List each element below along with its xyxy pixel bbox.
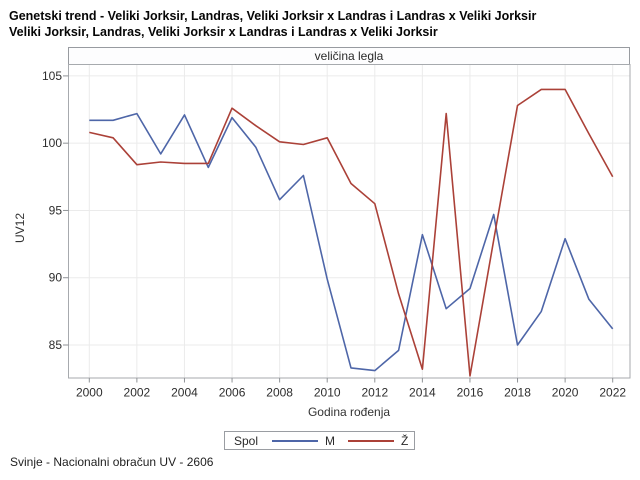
legend-line-swatch bbox=[272, 439, 319, 442]
y-tick-label: 90 bbox=[49, 271, 63, 285]
plot-wall bbox=[68, 64, 630, 378]
x-tick-label: 2022 bbox=[599, 386, 626, 400]
x-tick-label: 2006 bbox=[219, 386, 246, 400]
chart-title-line1: Genetski trend - Veliki Jorksir, Landras… bbox=[9, 9, 537, 23]
x-tick-label: 2014 bbox=[409, 386, 436, 400]
x-tick-label: 2018 bbox=[504, 386, 531, 400]
legend-line-swatch bbox=[348, 439, 395, 442]
series-line-Ž bbox=[89, 88, 614, 377]
legend-title: Spol bbox=[234, 433, 259, 448]
legend-item-label: M bbox=[325, 433, 336, 448]
panel-header-label: veličina legla bbox=[314, 49, 384, 63]
x-tick-label: 2020 bbox=[552, 386, 579, 400]
y-tick-label: 95 bbox=[49, 203, 63, 217]
x-tick-label: 2002 bbox=[124, 386, 151, 400]
y-axis-title: UV12 bbox=[13, 212, 27, 243]
legend-item-label: Ž bbox=[401, 433, 409, 448]
x-tick-label: 2016 bbox=[457, 386, 484, 400]
x-tick-label: 2000 bbox=[76, 386, 103, 400]
x-tick-label: 2004 bbox=[171, 386, 198, 400]
y-tick-label: 100 bbox=[42, 136, 62, 150]
x-axis-title: Godina rođenja bbox=[307, 405, 391, 419]
x-tick-label: 2012 bbox=[361, 386, 388, 400]
plot-frame bbox=[68, 64, 631, 379]
x-tick-label: 2010 bbox=[314, 386, 341, 400]
x-tick-label: 2008 bbox=[266, 386, 293, 400]
legend-item-M: M bbox=[272, 435, 335, 447]
series-line-M bbox=[89, 112, 614, 372]
y-tick-label: 105 bbox=[42, 69, 62, 83]
chart-titles: Genetski trend - Veliki Jorksir, Landras… bbox=[9, 8, 536, 40]
chart-title-line2: Veliki Jorksir, Landras, Veliki Jorksir … bbox=[9, 25, 438, 39]
legend-item-Ž: Ž bbox=[348, 435, 408, 447]
y-tick-label: 85 bbox=[49, 338, 63, 352]
footnote: Svinje - Nacionalni obračun UV - 2606 bbox=[10, 455, 214, 469]
